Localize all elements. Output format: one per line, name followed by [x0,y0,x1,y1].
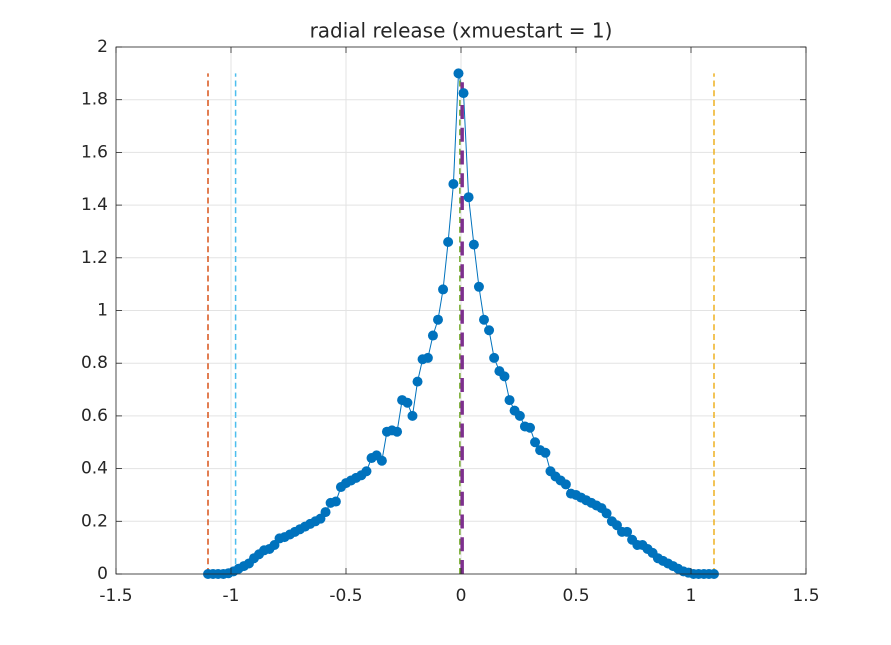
data-point [453,68,464,79]
x-tick-label: 0 [456,586,467,606]
data-point [392,426,403,437]
x-tick-label: -0.5 [329,586,362,606]
y-tick-label: 2 [97,37,108,57]
y-tick-label: 0.2 [81,511,108,531]
data-point [601,508,612,519]
y-tick-label: 0.4 [81,459,108,479]
data-point [427,330,438,341]
data-point [530,437,541,448]
y-tick-label: 0.8 [81,353,108,373]
data-point [484,325,495,336]
data-point [443,236,454,247]
data-point [540,447,551,458]
data-point [422,352,433,363]
data-point [463,192,474,203]
data-point [448,179,459,190]
data-point [560,479,571,490]
data-point [458,88,469,99]
x-tick-label: 0.5 [562,586,589,606]
data-point [320,507,331,518]
y-tick-label: 1.6 [81,142,108,162]
data-point [376,455,387,466]
y-tick-label: 0 [97,564,108,584]
data-point [361,466,372,477]
data-point [468,239,479,250]
x-tick-label: -1 [223,586,240,606]
chart-title: radial release (xmuestart = 1) [310,19,613,43]
x-tick-label: 1 [686,586,697,606]
data-point [433,314,443,325]
data-point [504,395,515,406]
data-point [330,496,341,507]
data-point [402,397,413,408]
y-tick-label: 1.2 [81,248,108,268]
axes: -1.5 -1 -0.5 0 0.5 1 1.5 0 0.2 0.4 0.6 0.8 1 1.2 1.4 1.… [81,37,820,606]
data-point [407,410,418,421]
y-tick-label: 1.4 [81,195,108,215]
y-tick-label: 0.6 [81,406,108,426]
x-tick-label: -1.5 [99,586,132,606]
marks [203,68,719,579]
data-point [499,371,510,382]
y-tick-label: 1 [97,301,108,321]
data-point [412,376,423,387]
data-point [622,526,633,537]
data-point [514,410,525,421]
data-point [525,422,535,433]
data-point [473,281,484,292]
data-point [438,284,449,295]
data-point [489,352,500,363]
y-tick-label: 1.8 [81,90,108,110]
data-point [479,314,489,325]
x-tick-label: 1.5 [792,586,819,606]
